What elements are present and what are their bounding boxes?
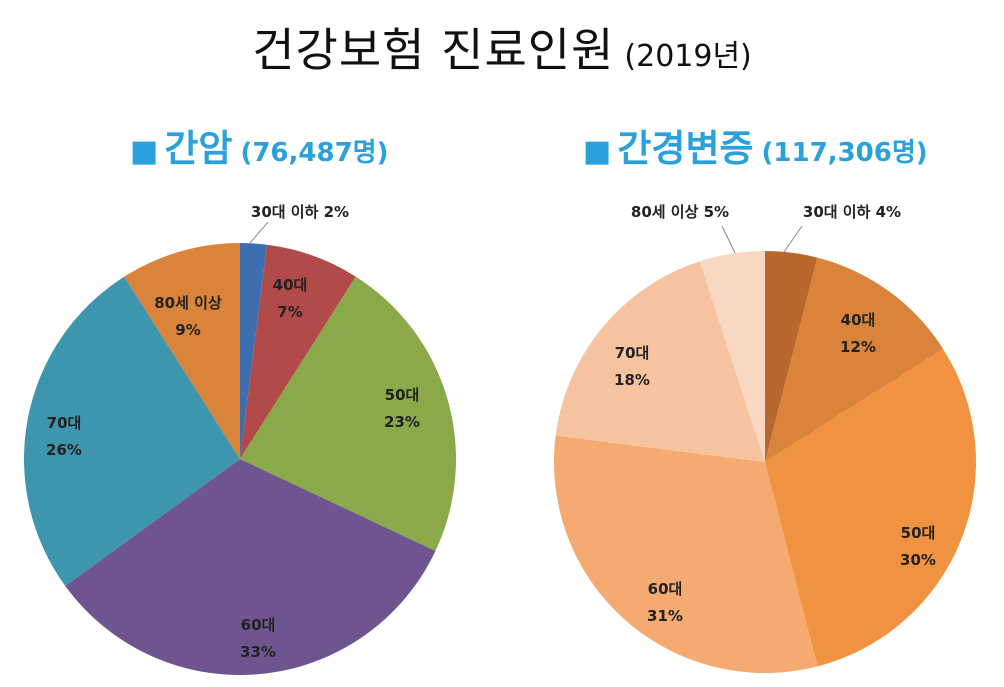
page-title: 건강보험 진료인원 (2019년) [0,14,1004,80]
slice-category-label: 70대 [615,344,650,362]
title-year: (2019년) [624,39,752,74]
slice-category-label: 40대 [273,276,308,294]
chart-title-liver-cancer: ■ 간암 (76,487명) [130,118,388,172]
pie-chart-1: 30대 이하 2% 40대 7% 50대 23% 60대 33% 70대 26% 80세 이상 9% [23,203,457,675]
pie-slice [765,348,977,667]
pie-slice [699,251,765,462]
chart2-total: (117,306명) [761,138,928,168]
slice-category-label: 70대 [47,414,82,432]
leader-line [783,225,803,253]
pie-chart-2: 30대 이하 4% 40대 12% 50대 30% 60대 31% 70대 18% 80세 이상 … [554,203,977,673]
slice-value-label: 33% [240,643,276,661]
slice-value-label: 23% [384,413,420,431]
chart-title-cirrhosis: ■ 간경변증 (117,306명) [583,118,928,172]
slice-value-label: 18% [614,371,650,389]
legend-square-icon: ■ [130,134,159,169]
chart1-total: (76,487명) [240,138,389,168]
pie-slice [765,257,944,462]
leader-line [721,225,736,254]
slice-category-label: 40대 [841,311,876,329]
pie-slice [240,244,356,459]
pie-slice [555,261,765,462]
slice-category-label: 50대 [901,524,936,542]
slice-value-label: 12% [840,338,876,356]
pie-slice [240,276,457,551]
leader-line [249,221,269,244]
slice-category-label: 60대 [648,580,683,598]
legend-square-icon: ■ [583,134,612,169]
slice-category-label: 50대 [385,386,420,404]
slice-value-label: 9% [175,321,200,339]
chart2-title: 간경변증 [617,127,754,170]
pie-slice [124,243,240,459]
pie-slice [765,251,818,462]
slice-label: 80세 이상 5% [631,203,729,221]
pie-slice [240,243,268,459]
pie-slice [23,276,241,586]
slice-value-label: 26% [46,441,82,459]
pie-slice [65,459,436,675]
slice-value-label: 30% [900,551,936,569]
slice-category-label: 60대 [241,616,276,634]
slice-label: 30대 이하 4% [803,203,901,221]
title-text: 건강보험 진료인원 [252,23,615,77]
slice-value-label: 7% [277,303,302,321]
slice-category-label: 80세 이상 [154,294,222,312]
slice-label: 30대 이하 2% [251,203,349,221]
slice-value-label: 31% [647,607,683,625]
chart1-title: 간암 [164,127,233,170]
pie-slice [554,435,818,673]
